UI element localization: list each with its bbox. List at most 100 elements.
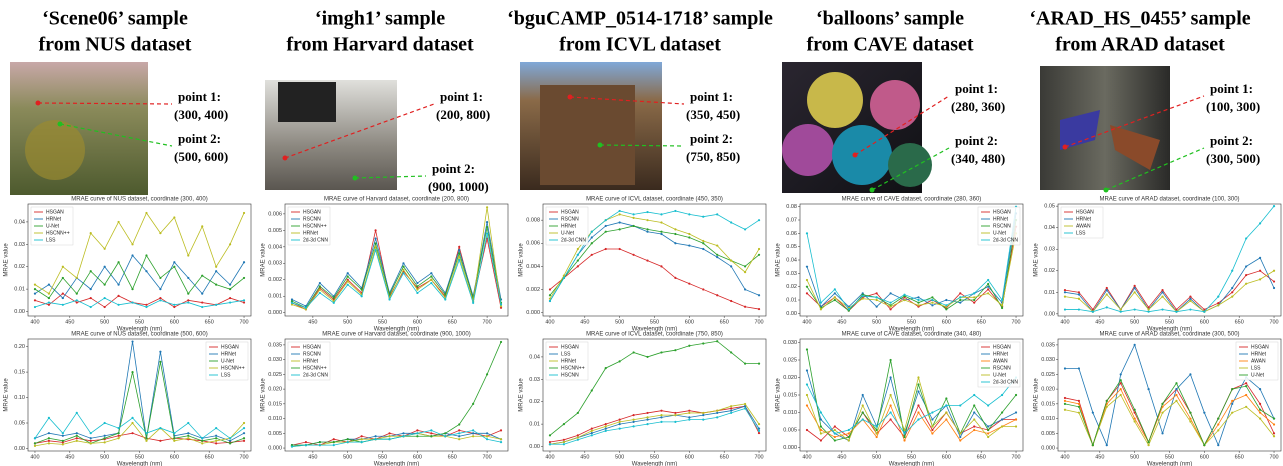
x-tick-label: 700 [483,319,492,325]
x-tick-label: 450 [1095,454,1104,460]
data-point [702,418,705,421]
y-tick-label: 0.025 [268,372,282,378]
data-point [875,296,878,299]
y-tick-label: 0.004 [526,264,540,270]
y-tick-label: 0.002 [526,287,540,293]
x-tick-label: 400 [30,454,39,460]
panel-title: ‘Scene06’ sample [42,8,188,30]
data-point [215,437,218,440]
data-point [646,423,649,426]
x-axis-label: Wavelength (nm) [374,327,419,333]
data-point [716,213,719,216]
data-point [903,293,906,296]
data-point [931,304,934,307]
pointer-line [37,102,173,105]
data-point [987,288,990,291]
data-point [318,441,321,444]
data-point [290,300,294,303]
image-detail [540,85,635,185]
data-point [1258,222,1262,225]
y-tick-label: 0.003 [268,261,282,267]
data-point [458,435,461,438]
legend-label: HRNet [303,358,319,364]
data-point [103,437,106,440]
data-point [805,232,809,235]
data-point [416,435,419,438]
data-point [618,213,621,216]
data-point [604,224,607,228]
y-tick-label: 0.08 [786,204,797,210]
data-point [1147,310,1150,313]
x-tick-label: 400 [545,319,554,325]
data-point [1077,405,1081,408]
y-tick-label: 0.02 [529,399,540,405]
data-point [430,272,433,275]
chart: MRAE curve of Harvard dataset, coordinat… [261,197,509,333]
data-point [604,219,607,222]
data-point [173,261,176,264]
panel-title: from Harvard dataset [286,34,474,56]
x-tick-label: 450 [65,319,74,325]
legend-label: AWAN [1076,223,1091,229]
data-point [959,298,962,302]
data-point [660,416,663,419]
pointer-line [1064,95,1205,148]
data-point [730,407,733,410]
x-tick-label: 450 [837,454,846,460]
data-point [674,420,677,423]
legend-label: HRNet [46,216,62,222]
data-point [33,292,37,295]
data-point [346,438,349,441]
data-point [716,294,719,297]
data-point [290,303,294,306]
data-point [1245,273,1248,277]
series-line [291,226,502,309]
data-point [1147,306,1150,309]
data-point [1147,308,1150,311]
data-point [548,294,552,297]
point-marker [282,155,288,161]
data-point [688,232,691,236]
y-tick-label: 0.01 [1044,290,1055,296]
data-point [945,304,948,307]
x-tick-label: 700 [1011,454,1020,460]
panel-title: from ARAD dataset [1055,34,1225,56]
data-point [917,376,920,379]
data-point [173,216,176,219]
data-point [861,294,864,298]
series-line [1064,394,1275,447]
series-line [549,405,760,445]
data-point [61,296,64,300]
x-tick-label: 400 [545,454,554,460]
y-tick-label: 0.01 [529,422,540,428]
x-tick-label: 500 [1130,454,1139,460]
legend-label: HRNet [221,351,237,357]
data-point [228,243,232,246]
y-tick-label: 0.03 [529,377,540,383]
data-point [730,351,733,354]
point-label: point 1: [955,81,998,96]
x-tick-label: 700 [483,454,492,460]
data-point [646,230,649,233]
data-point [1272,423,1276,426]
data-point [973,298,976,302]
data-point [1091,444,1094,447]
data-point [332,296,335,299]
data-point [444,435,447,438]
legend-label: HSCNN++ [303,223,327,229]
point-label: point 2: [178,131,221,146]
data-point [103,283,106,286]
data-point [590,230,593,233]
data-point [1119,308,1122,311]
data-point [618,221,621,224]
data-point [485,225,489,229]
data-point [1217,295,1220,298]
data-point [61,432,64,435]
legend-label: HRNet [1251,351,1267,357]
data-point [430,281,433,285]
data-point [931,428,934,432]
data-point [318,444,321,447]
point-marker [567,94,573,100]
legend-label: HSGAN [561,344,579,350]
series-line [1064,270,1275,313]
